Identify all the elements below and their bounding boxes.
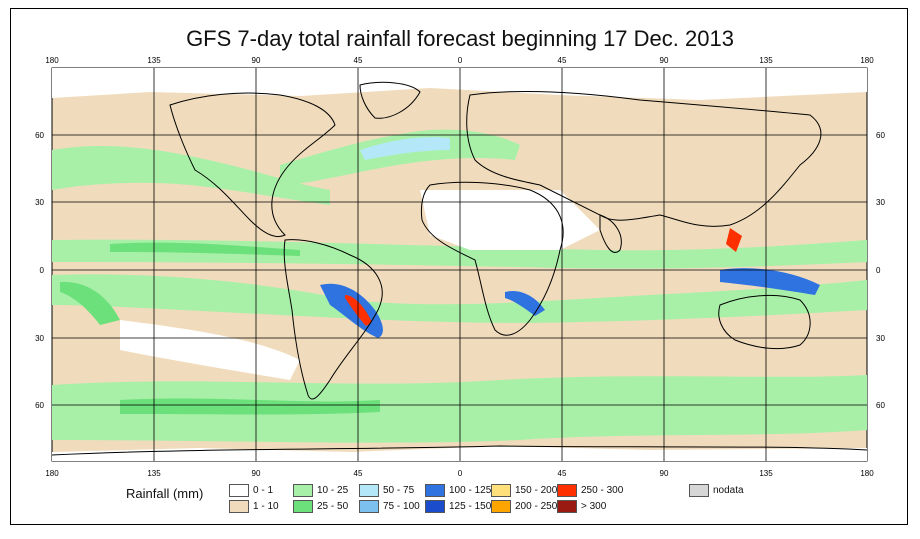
north-atlantic-core (360, 137, 450, 160)
lat-tick-left: 0 (40, 266, 45, 275)
lon-tick-bottom: 135 (759, 469, 773, 478)
southern-africa-heavy-rain (505, 290, 545, 316)
maritime-continent-heavy-rain (720, 268, 820, 295)
philippines-heavy-rain (726, 228, 742, 252)
lon-tick-top: 180 (860, 56, 874, 65)
lat-tick-left: 60 (35, 401, 44, 410)
africa-outline (420, 181, 564, 336)
graticule (52, 68, 867, 461)
north-pacific-rainband (52, 145, 330, 205)
lon-tick-top: 45 (558, 56, 567, 65)
legend-swatch (229, 484, 249, 497)
eurasia-outline (466, 90, 822, 227)
india-outline (599, 214, 622, 253)
legend-swatch (689, 484, 709, 497)
lon-tick-bottom: 135 (147, 469, 161, 478)
legend-swatch (359, 484, 379, 497)
legend-label: 1 - 10 (253, 501, 279, 512)
legend-swatch (491, 484, 511, 497)
lon-tick-top: 135 (147, 56, 161, 65)
lon-tick-bottom: 180 (45, 469, 59, 478)
lon-tick-bottom: 45 (558, 469, 567, 478)
lat-tick-left: 60 (35, 131, 44, 140)
legend-label: 50 - 75 (383, 485, 415, 496)
legend-label: 100 - 125 (449, 485, 492, 496)
south-tropical-core (60, 281, 120, 325)
legend-swatch (491, 500, 511, 513)
north-america-outline (169, 92, 336, 237)
lat-tick-left: 30 (35, 334, 44, 343)
lon-tick-bottom: 90 (660, 469, 669, 478)
legend-swatch (425, 500, 445, 513)
lat-tick-right: 60 (876, 131, 885, 140)
lon-tick-top: 90 (660, 56, 669, 65)
legend-title: Rainfall (mm) (126, 486, 204, 501)
itcz-core (110, 242, 300, 256)
legend-label: 10 - 25 (317, 485, 349, 496)
lat-tick-left: 30 (35, 198, 44, 207)
east-pacific-dry-area (120, 320, 300, 380)
lon-tick-top: 90 (252, 56, 261, 65)
south-america-extreme-rain (345, 295, 372, 326)
antarctica-outline (52, 445, 867, 456)
lon-tick-bottom: 45 (354, 469, 363, 478)
lon-tick-top: 180 (45, 56, 59, 65)
lat-tick-right: 30 (876, 198, 885, 207)
legend-label: 125 - 150 (449, 501, 492, 512)
lon-tick-bottom: 90 (252, 469, 261, 478)
legend-label: nodata (713, 485, 744, 496)
lon-tick-top: 45 (354, 56, 363, 65)
lon-tick-top: 135 (759, 56, 773, 65)
legend-swatch (293, 484, 313, 497)
tick-labels: 180 180 135 135 90 90 45 45 0 0 45 45 90 90 135 135 180 1… (35, 56, 885, 478)
lat-tick-right: 0 (876, 266, 881, 275)
lon-tick-bottom: 180 (860, 469, 874, 478)
legend-label: 250 - 300 (581, 485, 624, 496)
map-title: GFS 7-day total rainfall forecast beginn… (186, 26, 734, 51)
sahara-dry-area (420, 190, 600, 250)
legend-label: 75 - 100 (383, 501, 420, 512)
legend-label: 0 - 1 (253, 485, 274, 496)
legend-label: 200 - 250 (515, 501, 558, 512)
legend-label: 25 - 50 (317, 501, 349, 512)
legend-swatch (557, 484, 577, 497)
australia-outline (718, 294, 811, 350)
legend-swatch (557, 500, 577, 513)
lon-tick-bottom: 0 (458, 469, 463, 478)
legend-label: 150 - 200 (515, 485, 558, 496)
lat-tick-right: 60 (876, 401, 885, 410)
south-america-outline (283, 239, 383, 400)
lon-tick-top: 0 (458, 56, 463, 65)
lat-tick-right: 30 (876, 334, 885, 343)
figure-frame (10, 8, 908, 525)
legend-swatch (359, 500, 379, 513)
southern-ocean-core (120, 398, 380, 415)
legend-swatch (229, 500, 249, 513)
legend-label: > 300 (581, 501, 607, 512)
greenland-outline (359, 81, 421, 119)
legend-swatch (425, 484, 445, 497)
legend-swatch (293, 500, 313, 513)
